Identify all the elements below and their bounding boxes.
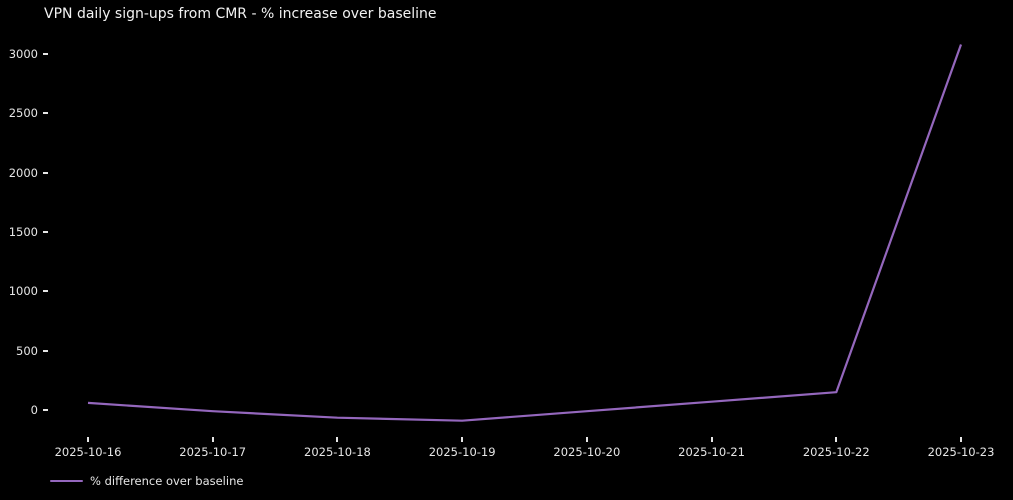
legend-label: % difference over baseline	[90, 474, 244, 488]
y-tick-mark	[43, 171, 48, 174]
y-tick-label: 1000	[8, 284, 38, 299]
x-tick-mark	[960, 437, 962, 442]
legend-line-swatch	[50, 479, 83, 483]
x-tick-label: 2025-10-23	[927, 445, 995, 459]
x-tick-mark	[835, 437, 838, 442]
x-tick-label: 2025-10-17	[179, 445, 247, 459]
y-tick-label: 2000	[8, 165, 38, 180]
y-tick-mark	[43, 290, 48, 293]
y-tick-mark	[43, 231, 48, 233]
y-tick-mark	[43, 349, 48, 352]
y-tick-mark	[43, 409, 48, 411]
series-line	[87, 44, 963, 422]
x-tick-label: 2025-10-21	[678, 445, 745, 459]
x-tick-mark	[585, 437, 588, 442]
x-tick-label: 2025-10-22	[802, 445, 870, 459]
x-tick-label: 2025-10-20	[553, 445, 621, 459]
x-tick-mark	[461, 437, 464, 442]
x-tick-label: 2025-10-16	[54, 445, 122, 459]
y-tick-label: 2500	[8, 106, 38, 121]
chart-title: VPN daily sign-ups from CMR - % increase…	[44, 6, 437, 22]
x-tick-mark	[87, 437, 89, 442]
y-tick-label: 500	[16, 343, 38, 358]
y-tick-label: 3000	[8, 47, 38, 61]
y-tick-mark	[43, 112, 48, 115]
x-tick-mark	[211, 437, 214, 442]
y-tick-label: 0	[30, 403, 38, 417]
x-tick-mark	[336, 437, 339, 442]
legend: % difference over baseline	[50, 474, 243, 488]
x-tick-label: 2025-10-18	[304, 445, 371, 459]
y-tick-mark	[43, 53, 48, 55]
y-tick-label: 1500	[8, 225, 38, 239]
x-tick-mark	[710, 437, 713, 442]
x-tick-label: 2025-10-19	[428, 445, 496, 459]
